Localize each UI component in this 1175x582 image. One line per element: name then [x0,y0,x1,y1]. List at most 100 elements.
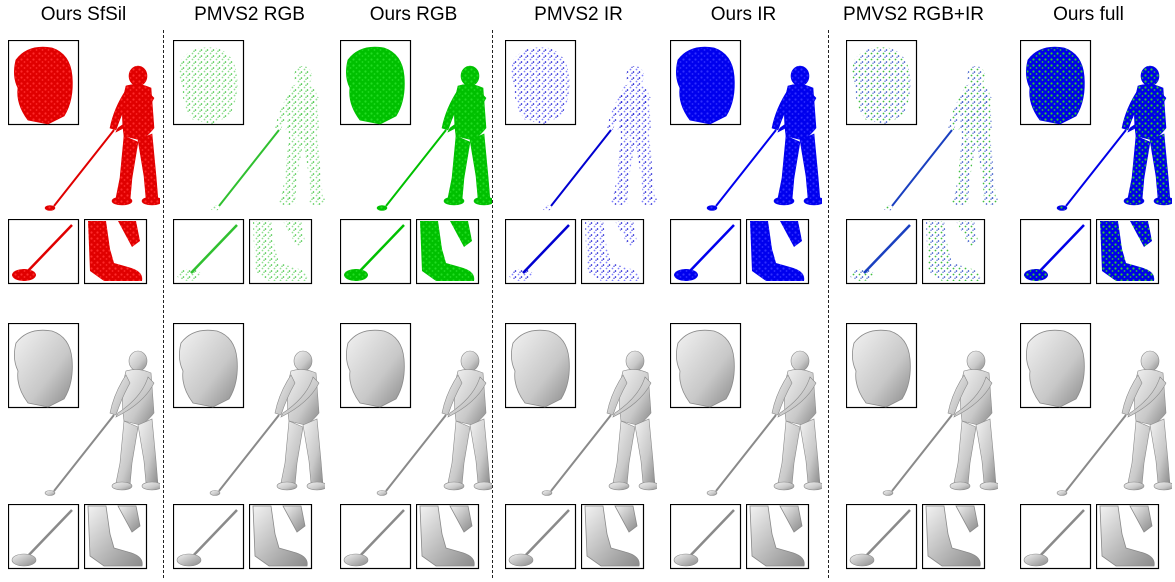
head-closeup [14,46,73,125]
club-head [12,269,36,281]
golfer-figure [376,350,492,496]
club-closeup-inset [340,504,412,570]
shoe-closeup-inset [84,504,148,570]
shoe-closeup [88,221,143,281]
column-title-pmvs2-ir: PMVS2 IR [534,4,623,25]
shoe-closeup [750,221,805,281]
head-closeup [346,329,405,408]
shoe-closeup-inset [581,504,645,570]
club-closeup-inset [505,219,577,285]
surface-mesh-panel [1020,323,1172,496]
surface-mesh-panel [846,323,998,496]
club-shaft [357,509,405,559]
club-shaft [25,224,73,274]
head-closeup [1026,46,1085,125]
shoe-closeup-inset [416,219,480,285]
surface-mesh-panel [8,323,160,496]
shoe-closeup [585,221,640,281]
club-shaft [687,509,735,559]
head-closeup [511,329,570,408]
shoe-closeup-inset [249,504,313,570]
club-shaft [190,509,238,559]
point-cloud-panel [670,40,822,211]
club-head [508,553,534,567]
club-closeup-inset [173,219,245,285]
head-closeup [852,329,911,408]
golfer-figure [209,350,325,496]
point-cloud-panel [173,40,325,211]
club-closeup-inset [505,504,577,570]
shoe-closeup-inset [1096,504,1160,570]
shoe-closeup-inset [746,219,810,285]
point-cloud-panel [1020,40,1172,211]
shoe-closeup-inset [922,504,986,570]
club-shaft [1037,509,1085,559]
golfer-figure [541,350,657,496]
surface-mesh-panel [340,323,492,496]
point-cloud-panel [846,40,998,211]
column-title-pmvs2-rgb: PMVS2 RGB [194,4,305,25]
shoe-closeup [252,505,308,567]
golfer-figure [1056,65,1172,211]
column-title-ours-sfsil: Ours SfSil [40,4,127,25]
club-head [849,553,875,567]
club-shaft [522,224,570,274]
golfer-figure [210,66,325,211]
club-shaft [687,224,735,274]
club-shaft [863,224,911,274]
surface-mesh-panel [670,323,822,496]
column-title-ours-ir: Ours IR [710,4,777,25]
shoe-closeup-inset [581,219,645,285]
golfer-figure [883,66,998,211]
shoe-closeup-inset [249,219,313,285]
club-head [177,269,201,281]
shoe-closeup [1100,221,1155,281]
club-closeup-inset [670,504,742,570]
point-cloud-panel [340,40,492,211]
shoe-closeup [253,221,308,281]
head-closeup [676,329,735,408]
head-closeup [179,329,238,408]
surface-mesh-panel [505,323,657,496]
shoe-closeup [749,505,805,567]
head-closeup [346,46,405,125]
club-closeup-inset [670,219,742,285]
golfer-figure [44,65,160,211]
golfer-figure [706,65,822,211]
golfer-figure [882,350,998,496]
golfer-figure [542,66,657,211]
shoe-closeup [584,505,640,567]
golfer-figure [706,350,822,496]
club-closeup-inset [1020,219,1092,285]
column-title-ours-rgb: Ours RGB [369,4,458,25]
club-shaft [522,509,570,559]
club-head [674,269,698,281]
shoe-closeup [925,505,981,567]
point-cloud-panel [8,40,160,211]
column-divider [828,30,829,578]
shoe-closeup [926,221,981,281]
club-closeup-inset [173,504,245,570]
club-head [344,269,368,281]
column-divider [492,30,493,578]
club-head [343,553,369,567]
golfer-figure [1056,350,1172,496]
club-closeup-inset [340,219,412,285]
shoe-closeup [420,221,475,281]
column-divider [163,30,164,578]
shoe-closeup-inset [922,219,986,285]
shoe-closeup-inset [1096,219,1160,285]
club-closeup-inset [846,219,918,285]
head-closeup [179,47,238,125]
shoe-closeup-inset [416,504,480,570]
club-head [176,553,202,567]
club-closeup-inset [846,504,918,570]
club-head [673,553,699,567]
surface-mesh-panel [173,323,325,496]
club-closeup-inset [8,219,80,285]
club-head [1024,269,1048,281]
club-head [1023,553,1049,567]
column-title-ours-full: Ours full [1053,4,1124,25]
club-shaft [25,509,73,559]
